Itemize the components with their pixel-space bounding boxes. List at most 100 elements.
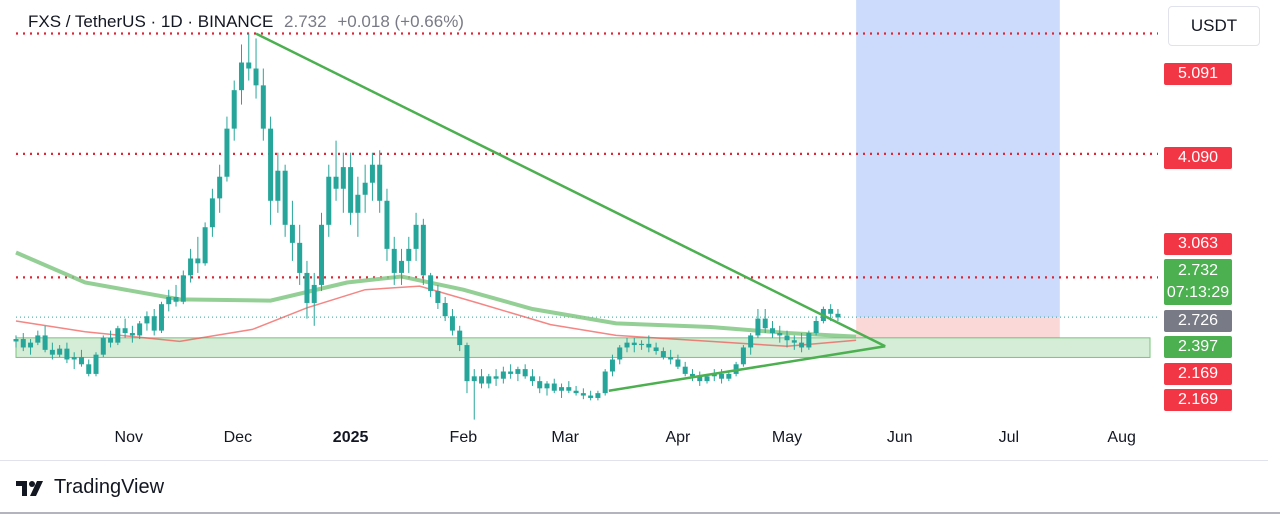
candle-body-43	[326, 176, 332, 225]
candle-body-18	[144, 316, 150, 324]
candle-body-39	[297, 242, 303, 273]
candle-body-74	[551, 383, 557, 391]
candle-body-103	[762, 318, 768, 329]
candle-body-51	[384, 200, 390, 249]
price-label-value: 2.169	[1177, 365, 1219, 382]
x-tick-dec: Dec	[223, 429, 253, 446]
x-tick-jun: Jun	[886, 429, 913, 446]
candle-body-62	[464, 345, 470, 382]
candle-body-0	[13, 339, 19, 342]
candle-body-82	[609, 359, 615, 372]
candle-body-106	[784, 335, 790, 341]
candle-body-34	[260, 85, 266, 129]
candle-body-9	[78, 357, 84, 365]
candle-body-55	[413, 224, 419, 249]
candle-body-45	[340, 167, 346, 189]
candle-body-10	[86, 364, 92, 374]
candle-body-67	[500, 371, 506, 379]
price-label-value: 2.726	[1177, 312, 1219, 329]
candle-body-85	[631, 342, 637, 346]
candle-body-30	[231, 90, 237, 129]
price-label-countdown: 07:13:29	[1166, 284, 1230, 301]
candle-body-50	[377, 164, 383, 201]
price-label-4: 2.726	[1164, 310, 1232, 332]
candle-body-72	[537, 381, 543, 389]
candle-body-47	[355, 194, 361, 213]
candle-body-41	[311, 284, 317, 303]
candle-body-64	[479, 376, 485, 384]
candle-body-53	[399, 260, 405, 273]
candle-body-52	[391, 248, 397, 273]
candle-body-2	[28, 342, 34, 348]
candle-body-68	[508, 371, 514, 374]
candle-body-5	[49, 349, 55, 355]
position-stop-zone	[856, 317, 1060, 338]
candle-body-25	[195, 258, 201, 264]
currency-button[interactable]: USDT	[1168, 6, 1260, 46]
candle-body-57	[428, 275, 434, 291]
price-label-value: 5.091	[1177, 65, 1219, 82]
candle-body-24	[188, 258, 194, 276]
price-label-value: 2.732	[1177, 262, 1219, 279]
candle-body-109	[806, 333, 812, 348]
candle-body-37	[282, 170, 288, 225]
candle-body-59	[442, 302, 448, 317]
candle-body-76	[566, 387, 572, 391]
candle-body-97	[719, 373, 725, 379]
price-label-value: 2.397	[1177, 338, 1219, 355]
tradingview-brand[interactable]: TradingView	[16, 476, 164, 499]
x-tick-may: May	[771, 429, 803, 446]
support-zone	[15, 337, 1151, 358]
candle-body-21	[166, 296, 172, 305]
candle-body-88	[653, 347, 659, 352]
candle-body-16	[129, 333, 135, 336]
candle-body-100	[740, 347, 746, 365]
x-tick-2025: 2025	[332, 429, 369, 446]
candle-body-56	[420, 224, 426, 276]
x-tick-feb: Feb	[449, 429, 478, 446]
price-label-3: 2.732 07:13:29	[1164, 259, 1232, 305]
triangle-upper-trendline	[255, 32, 886, 348]
candle-body-27	[209, 198, 215, 228]
candle-body-70	[522, 369, 528, 377]
candle-body-79	[588, 395, 594, 398]
candle-body-81	[602, 371, 608, 394]
price-label-0: 5.091	[1164, 63, 1232, 85]
candle-body-101	[748, 335, 754, 348]
candle-body-93	[689, 373, 695, 377]
x-tick-mar: Mar	[551, 429, 579, 446]
candle-body-7	[64, 348, 70, 360]
candle-body-84	[624, 342, 630, 348]
candle-body-71	[529, 376, 535, 382]
candle-body-48	[362, 182, 368, 195]
price-label-value: 3.063	[1177, 235, 1219, 252]
price-label-6: 2.169	[1164, 363, 1232, 385]
candle-body-23	[180, 275, 186, 302]
candle-body-92	[682, 366, 688, 374]
chart-header: FXS / TetherUS · 1D · BINANCE 2.732 +0.0…	[28, 12, 464, 32]
candle-body-4	[42, 335, 48, 350]
candle-body-33	[253, 68, 259, 86]
candle-body-90	[668, 357, 674, 360]
candle-body-6	[57, 348, 63, 355]
price-label-value: 2.169	[1177, 391, 1219, 408]
candle-body-49	[369, 164, 375, 183]
candle-body-42	[319, 224, 325, 285]
candle-body-26	[202, 227, 208, 264]
symbol-title[interactable]: FXS / TetherUS · 1D · BINANCE	[28, 12, 274, 31]
chart-background-layer	[15, 0, 1158, 358]
price-label-7: 2.169	[1164, 389, 1232, 411]
candle-body-95	[704, 376, 710, 382]
candle-body-31	[238, 62, 244, 91]
candle-body-1	[20, 339, 26, 348]
candle-body-112	[828, 308, 834, 314]
candle-body-105	[777, 333, 783, 336]
price-label-1: 4.090	[1164, 147, 1232, 169]
candle-body-94	[697, 376, 703, 382]
candle-body-89	[660, 351, 666, 358]
x-tick-jul: Jul	[998, 429, 1020, 446]
candle-body-54	[406, 248, 412, 261]
footer-divider	[0, 460, 1268, 461]
candle-body-13	[108, 337, 114, 343]
